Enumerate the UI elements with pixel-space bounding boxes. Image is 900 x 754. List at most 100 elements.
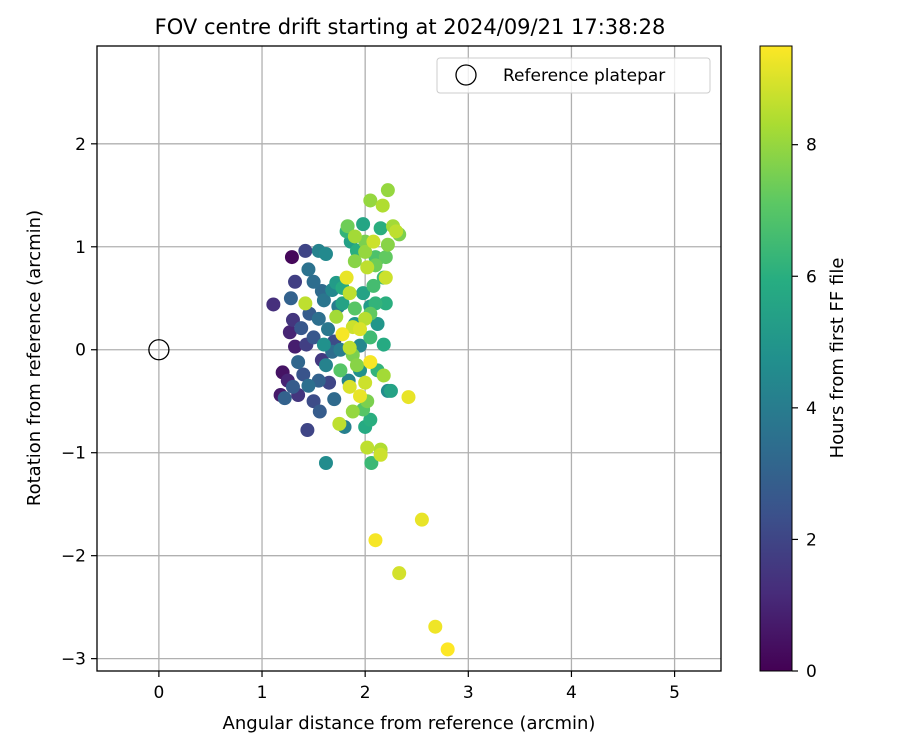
data-point: [311, 311, 326, 326]
legend-box: [436, 57, 711, 94]
colorbar-tick-label: 2: [806, 530, 817, 550]
data-point: [363, 330, 378, 345]
data-point: [298, 296, 313, 311]
data-point: [392, 566, 407, 581]
data-point: [311, 373, 326, 388]
data-point: [282, 325, 297, 340]
reference-platepar-marker: [148, 339, 170, 361]
data-point: [288, 274, 303, 289]
data-point: [347, 301, 362, 316]
chart-title: FOV centre drift starting at 2024/09/21 …: [155, 15, 666, 39]
reference-marker-layer: [148, 339, 170, 361]
data-point: [342, 286, 357, 301]
y-tick-label: 1: [75, 238, 86, 258]
x-tick-label: 0: [153, 683, 164, 703]
x-tick-label: 3: [463, 683, 474, 703]
data-point: [318, 246, 333, 261]
data-point: [373, 221, 388, 236]
colorbar-tick-label: 0: [806, 662, 817, 682]
data-point: [376, 337, 391, 352]
data-point: [306, 394, 321, 409]
data-point: [428, 619, 443, 634]
data-point: [383, 383, 398, 398]
data-point: [360, 260, 375, 275]
y-tick-label: −2: [61, 547, 86, 567]
data-point: [288, 339, 303, 354]
data-point: [294, 321, 309, 336]
colorbar-tick-label: 4: [806, 399, 817, 419]
data-point: [353, 389, 368, 404]
data-point: [283, 291, 298, 306]
data-point: [335, 327, 350, 342]
data-point: [285, 379, 300, 394]
colorbar-label: Hours from first FF file: [827, 258, 848, 459]
y-tick-label: −3: [61, 650, 86, 670]
colorbar-ticks: 0 2 4 6 8: [792, 136, 817, 682]
data-point: [318, 456, 333, 471]
colorbar: 0 2 4 6 8 Hours from first FF file: [759, 45, 848, 682]
data-point: [284, 250, 299, 265]
data-point: [363, 193, 378, 208]
data-point: [378, 296, 393, 311]
data-point: [277, 391, 292, 406]
data-point: [333, 363, 348, 378]
x-axis-label: Angular distance from reference (arcmin): [223, 713, 596, 734]
data-points: [266, 183, 455, 657]
grid: [97, 46, 721, 671]
legend-reference-marker: [455, 64, 477, 86]
data-point: [363, 355, 378, 370]
y-tick-label: −1: [61, 444, 86, 464]
colorbar-tick-label: 8: [806, 136, 817, 156]
data-point: [339, 270, 354, 285]
data-point: [364, 456, 379, 471]
data-point: [321, 322, 336, 337]
data-point: [347, 229, 362, 244]
data-point: [380, 183, 395, 198]
data-point: [318, 358, 333, 373]
data-point: [440, 642, 455, 657]
data-point: [335, 296, 350, 311]
data-point: [316, 337, 331, 352]
data-point: [306, 330, 321, 345]
data-point: [414, 512, 429, 527]
legend: Reference platepar: [436, 57, 711, 94]
data-point: [380, 237, 395, 252]
data-point: [347, 254, 362, 269]
colorbar-tick-label: 6: [806, 267, 817, 287]
data-point: [342, 340, 357, 355]
data-point: [356, 286, 371, 301]
x-tick-label: 2: [360, 683, 371, 703]
data-point: [366, 234, 381, 249]
data-point: [329, 309, 344, 324]
data-point: [296, 367, 311, 382]
data-point: [327, 392, 342, 407]
data-point: [340, 219, 355, 234]
data-point: [356, 217, 371, 232]
data-point: [358, 375, 373, 390]
y-tick-label: 0: [75, 341, 86, 361]
data-point: [291, 355, 306, 370]
x-tick-label: 1: [257, 683, 268, 703]
data-point: [378, 250, 393, 265]
x-tick-label: 4: [566, 683, 577, 703]
data-point: [368, 533, 383, 548]
axis-ticks: 0 1 2 3 4 5 −3 −2 −1 0 1 2: [61, 135, 680, 703]
data-point: [401, 390, 416, 405]
data-point: [366, 278, 381, 293]
y-tick-label: 2: [75, 135, 86, 155]
data-point: [301, 378, 316, 393]
data-point: [300, 423, 315, 438]
data-point: [266, 297, 281, 312]
data-point: [375, 198, 390, 213]
data-point: [376, 368, 391, 383]
data-point: [363, 412, 378, 427]
data-point: [298, 243, 313, 258]
data-point: [370, 317, 385, 332]
data-point: [345, 404, 360, 419]
y-axis-label: Rotation from reference (arcmin): [24, 210, 45, 506]
data-point: [360, 440, 375, 455]
data-point: [358, 244, 373, 259]
data-point: [378, 270, 393, 285]
data-point: [342, 379, 357, 394]
